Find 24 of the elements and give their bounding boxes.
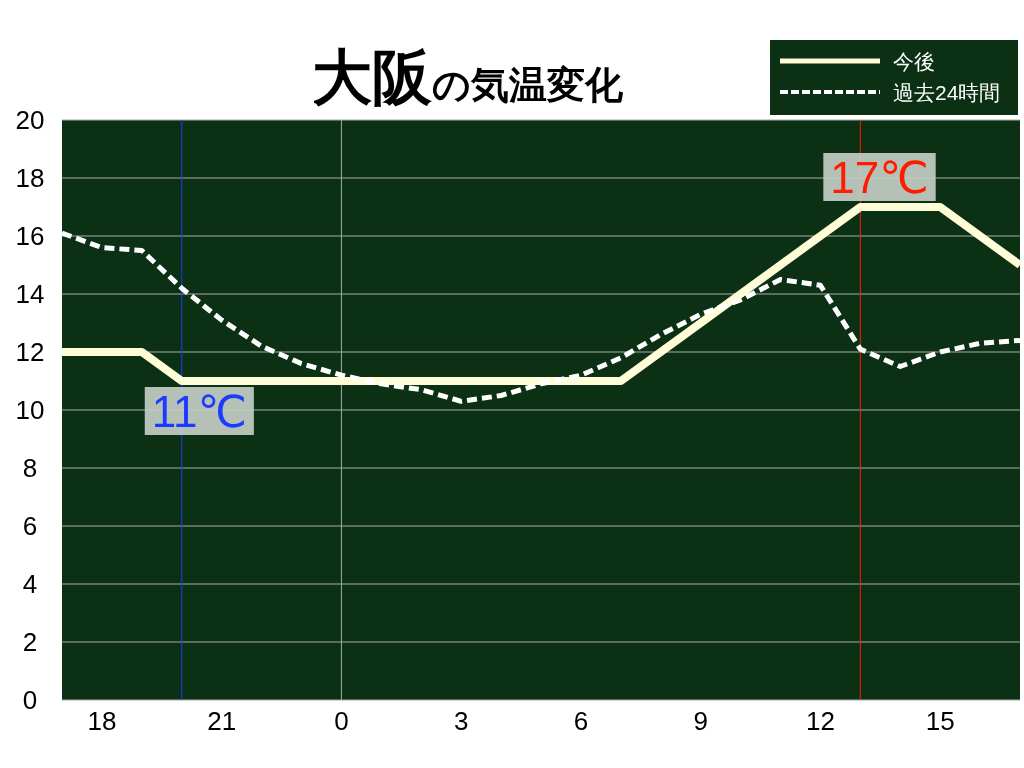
x-tick-label: 3 xyxy=(453,706,469,736)
y-tick-label: 4 xyxy=(22,569,38,600)
y-tick-label: 18 xyxy=(15,163,45,194)
y-tick-label: 6 xyxy=(22,511,38,542)
y-tick-label: 12 xyxy=(15,337,45,368)
legend-label: 過去24時間 xyxy=(893,80,1001,104)
y-tick-label: 16 xyxy=(15,221,45,252)
x-tick-label: 0 xyxy=(334,706,349,736)
y-tick-label: 2 xyxy=(22,627,38,658)
y-tick-label: 0 xyxy=(22,685,38,716)
x-tick-label: 15 xyxy=(925,706,955,736)
y-tick-label: 20 xyxy=(15,105,45,136)
y-tick-label: 8 xyxy=(22,453,38,484)
y-tick-label: 14 xyxy=(15,279,45,310)
annotation: 17℃ xyxy=(830,153,929,202)
x-tick-label: 12 xyxy=(805,706,835,736)
chart-title: 大阪の気温変化 xyxy=(311,44,624,111)
x-tick-label: 18 xyxy=(87,706,117,736)
x-tick-label: 21 xyxy=(207,706,237,736)
annotation: 11℃ xyxy=(151,387,247,436)
legend-label: 今後 xyxy=(893,49,935,73)
y-tick-label: 10 xyxy=(15,395,45,426)
x-tick-label: 6 xyxy=(573,706,589,736)
x-tick-label: 9 xyxy=(693,706,708,736)
